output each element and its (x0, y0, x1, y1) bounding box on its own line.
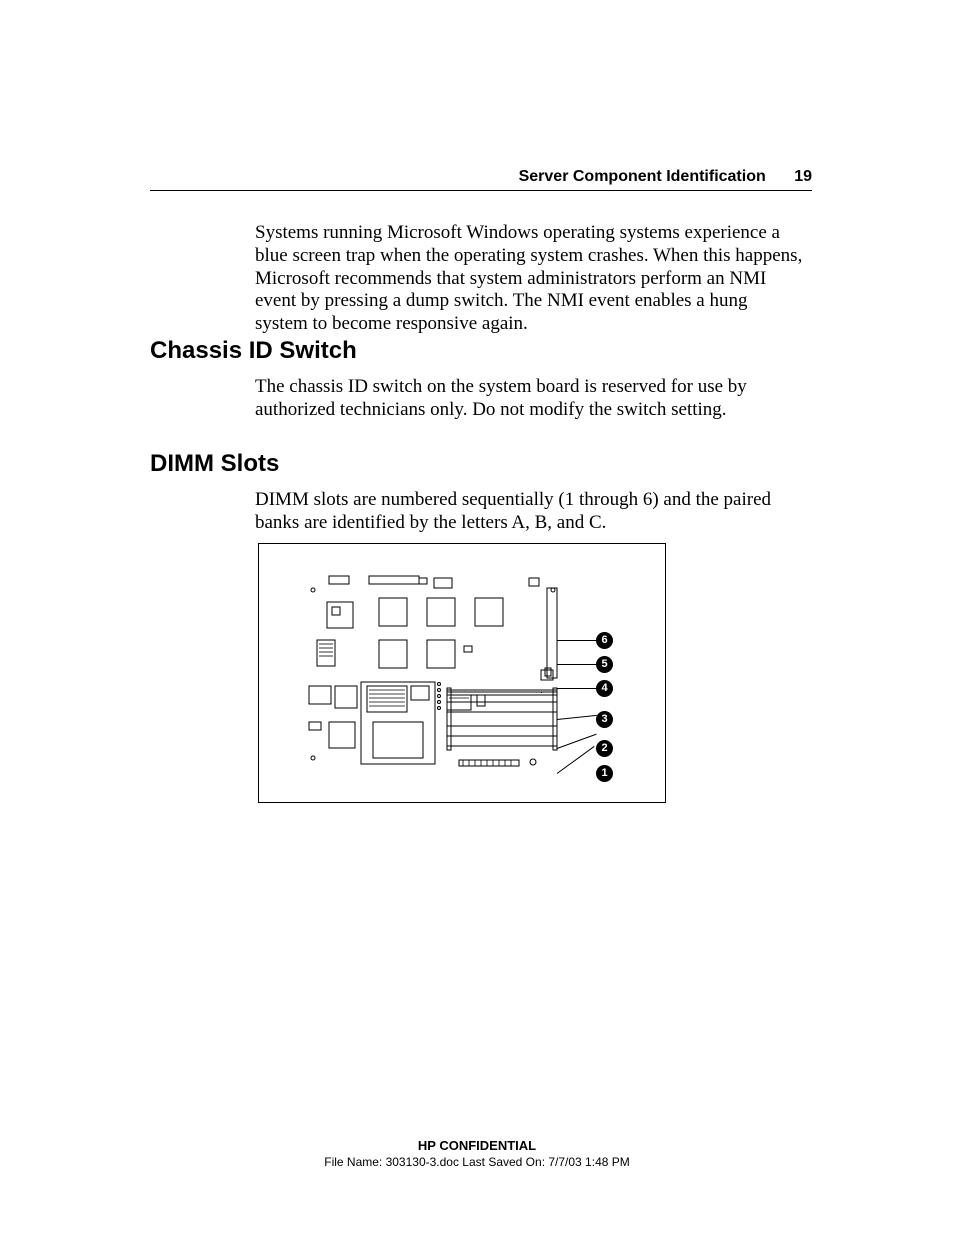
document-page: Server Component Identification 19 Syste… (0, 0, 954, 1235)
chassis-paragraph: The chassis ID switch on the system boar… (255, 376, 804, 422)
motherboard-line-art (299, 574, 567, 774)
page-header: Server Component Identification 19 (150, 168, 812, 191)
leader-line (557, 688, 597, 689)
page-footer: HP CONFIDENTIAL File Name: 303130-3.doc … (0, 1138, 954, 1169)
leader-line (557, 664, 597, 665)
intro-paragraph: Systems running Microsoft Windows operat… (255, 222, 804, 336)
leader-line (557, 640, 597, 641)
dimm-callout-2: 2 (596, 740, 613, 757)
motherboard-figure: 6 5 4 3 2 1 (258, 543, 666, 803)
heading-dimm-slots: DIMM Slots (150, 450, 279, 478)
dimm-callout-3: 3 (596, 711, 613, 728)
dimm-callout-6: 6 (596, 632, 613, 649)
footer-confidential: HP CONFIDENTIAL (0, 1138, 954, 1153)
header-page-number: 19 (794, 168, 812, 185)
dimm-callout-5: 5 (596, 656, 613, 673)
footer-file-meta: File Name: 303130-3.doc Last Saved On: 7… (0, 1155, 954, 1169)
header-section-title: Server Component Identification (519, 168, 766, 185)
dimm-paragraph: DIMM slots are numbered sequentially (1 … (255, 489, 804, 535)
dimm-callout-1: 1 (596, 765, 613, 782)
dimm-callout-4: 4 (596, 680, 613, 697)
heading-chassis-id: Chassis ID Switch (150, 337, 357, 365)
leader-line (541, 692, 542, 693)
